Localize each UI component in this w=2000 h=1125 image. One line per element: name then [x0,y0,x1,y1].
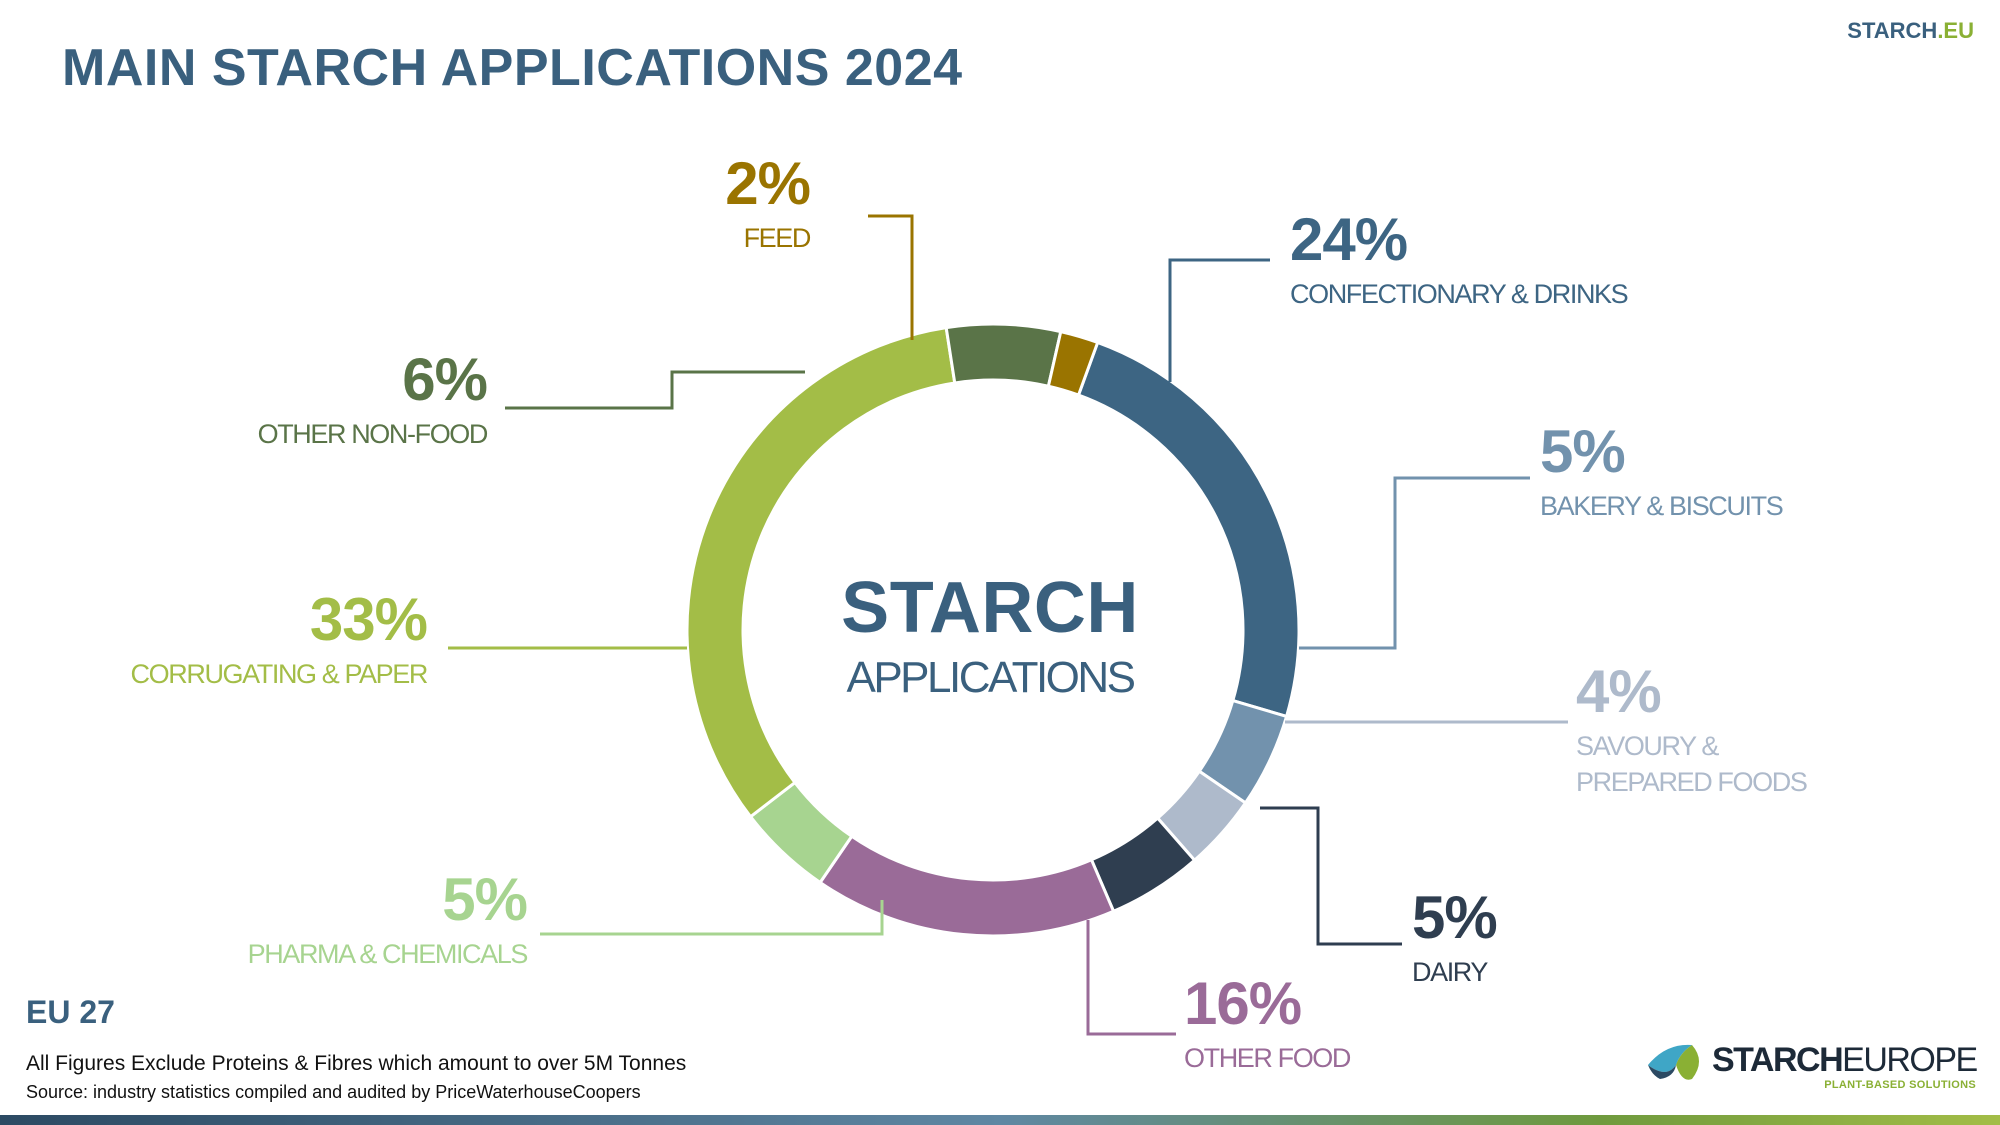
source-note: Source: industry statistics compiled and… [26,1082,641,1102]
slice-percent: 16% [1184,970,1302,1037]
slice-category: CORRUGATING & PAPER [130,659,429,689]
slice-label-bakery: 5% BAKERY & BISCUITS [1540,418,1784,524]
slice-label-savoury: 4% SAVOURY & PREPARED FOODS [1576,658,1808,801]
slice-percent: 5% [1412,884,1498,951]
slice-category: DAIRY [1412,957,1488,987]
slice-percent: 24% [1290,206,1408,273]
center-title: STARCH [841,568,1139,648]
slice-label-feed: 2% FEED [725,150,812,256]
slice-category-line: SAVOURY & [1576,731,1719,761]
leaf-logo-icon [1648,1044,1699,1080]
slice-category: CONFECTIONARY & DRINKS [1290,279,1629,309]
center-subtitle: APPLICATIONS [846,653,1136,702]
brand-link[interactable]: STARCH.EU [1847,18,1974,44]
leader-line-4 [1086,920,1176,1036]
region-label: EU 27 [26,994,115,1030]
slice-category: OTHER NON-FOOD [257,419,489,449]
slice-label-other-food: 16% OTHER FOOD [1184,970,1351,1076]
slice-percent: 5% [1540,418,1626,485]
leader-line-0 [1168,258,1270,382]
slice-percent: 2% [725,150,811,217]
slice-category: FEED [743,223,812,253]
logo-tagline: PLANT-BASED SOLUTIONS [1824,1079,1976,1091]
slice-label-pharma: 5% PHARMA & CHEMICALS [247,866,529,972]
leader-line-3 [1260,806,1402,946]
slice-label-dairy: 5% DAIRY [1412,884,1498,990]
slice-percent: 6% [402,346,488,413]
slice-percent: 4% [1576,658,1662,725]
slice-category: PHARMA & CHEMICALS [247,939,529,969]
bottom-gradient-bar [0,1115,2000,1125]
slice-category: SAVOURY & PREPARED FOODS [1576,728,1808,801]
starch-europe-logo: STARCHEUROPE PLANT-BASED SOLUTIONS [1646,1039,1978,1091]
logo-wordmark: STARCHEUROPE [1712,1041,1978,1080]
donut-slice-7 [944,322,1063,389]
footnote: All Figures Exclude Proteins & Fibres wh… [26,1052,687,1075]
slice-percent: 5% [442,866,528,933]
chart-center-label: STARCH APPLICATIONS [790,572,1190,700]
donut-slice-8 [1046,329,1100,397]
leader-line-5 [540,900,884,936]
slice-label-corrugating: 33% CORRUGATING & PAPER [130,586,429,692]
slice-category: OTHER FOOD [1184,1043,1351,1073]
brand-suffix: .EU [1937,18,1974,43]
slice-label-confectionary: 24% CONFECTIONARY & DRINKS [1290,206,1629,312]
slice-category-line: PREPARED FOODS [1576,767,1808,798]
slice-label-other-non-food: 6% OTHER NON-FOOD [257,346,489,452]
brand-main: STARCH [1847,18,1938,43]
page-title: MAIN STARCH APPLICATIONS 2024 [62,39,963,97]
slice-category: BAKERY & BISCUITS [1540,491,1784,521]
slice-percent: 33% [309,586,428,653]
leader-line-1 [1299,476,1530,650]
logo-main: STARCH [1712,1041,1844,1079]
leader-line-8 [868,214,914,340]
logo-sub: EUROPE [1842,1041,1978,1079]
donut-slice-4 [818,834,1116,938]
leader-line-7 [505,370,805,410]
